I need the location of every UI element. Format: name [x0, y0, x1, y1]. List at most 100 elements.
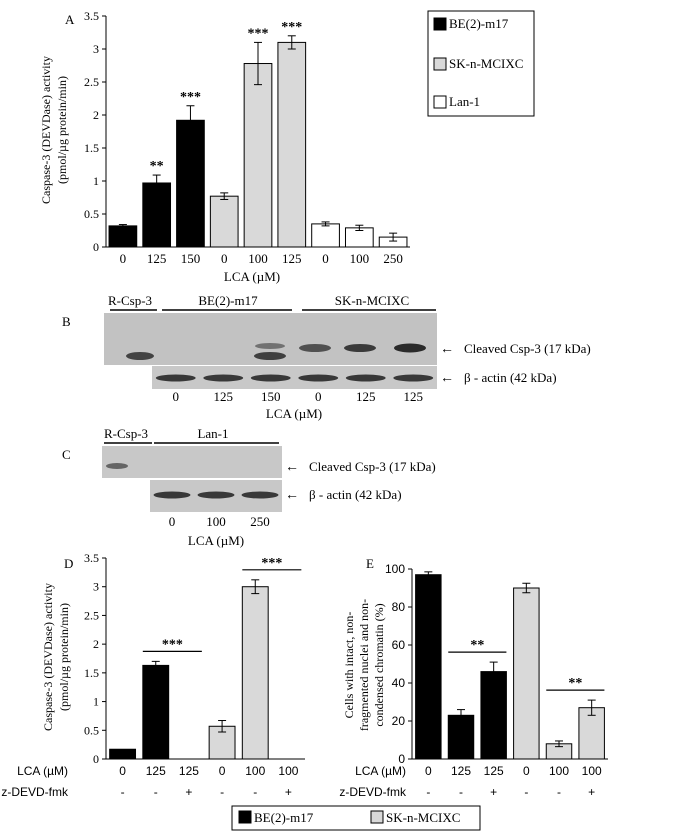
- y-tick-label: 3: [93, 42, 99, 56]
- x-tick-label: 125: [451, 764, 471, 778]
- x-tick-label: 0: [523, 764, 530, 778]
- actin-band: [153, 491, 191, 499]
- panel-d: D Caspase-3 (DEVDase) activity (pmol/µg …: [1, 551, 305, 799]
- panel-d-ylabel-2: (pmol/µg protein/min): [57, 603, 71, 711]
- x-tick-label: 0: [120, 251, 127, 266]
- lane-label: 125: [214, 389, 234, 404]
- panel-e: E Cells with intact, non- fragmented nuc…: [339, 556, 608, 799]
- y-tick-label: 0.5: [84, 723, 99, 737]
- significance-marker: **: [568, 676, 582, 691]
- x-tick-label: 0: [219, 764, 226, 778]
- zdevd-label: -: [524, 785, 528, 799]
- blot-b-band2-label: β - actin (42 kDa): [464, 370, 557, 385]
- x-tick-label: 125: [282, 251, 302, 266]
- y-tick-label: 2: [93, 108, 99, 122]
- legend-label-be2m17: BE(2)-m17: [449, 16, 509, 31]
- blot-c-membrane-csp3: [102, 446, 282, 478]
- x-tick-label: 0: [425, 764, 432, 778]
- y-tick-label: 0: [93, 752, 99, 766]
- actin-band: [298, 374, 339, 382]
- blot-b-band-lane3b: [255, 343, 285, 349]
- bar: [142, 182, 172, 248]
- zdevd-label: -: [459, 785, 463, 799]
- zdevd-label: -: [426, 785, 430, 799]
- legend-label-lan1: Lan-1: [449, 94, 480, 109]
- x-tick-label: 100: [245, 764, 265, 778]
- zdevd-label: -: [253, 785, 257, 799]
- lane-label: 0: [169, 514, 176, 529]
- panel-e-row-lca: LCA (µM): [355, 764, 406, 778]
- bar: [480, 671, 507, 760]
- panel-e-ylabel-3: condensed chromatin (%): [372, 603, 386, 726]
- blot-b-label-be2: BE(2)-m17: [198, 293, 258, 308]
- panel-a-ylabel-1: Caspase-3 (DEVDase) activity: [39, 56, 53, 204]
- y-tick-label: 2: [93, 637, 99, 651]
- y-tick-label: 20: [392, 714, 406, 728]
- x-tick-label: 100: [278, 764, 298, 778]
- panel-e-letter: E: [366, 556, 374, 571]
- panel-c: C R-Csp-3 Lan-1 Cleaved Csp-3 (17 kDa) ←…: [62, 426, 436, 548]
- bar: [176, 119, 205, 248]
- arrow-icon: ←: [440, 371, 454, 386]
- y-tick-label: 2.5: [84, 608, 99, 622]
- bottom-legend-swatch-skn: [370, 810, 384, 824]
- significance-marker: ***: [281, 20, 302, 35]
- y-tick-label: 0.5: [84, 207, 99, 221]
- significance-marker: ***: [162, 637, 183, 652]
- bar: [209, 195, 239, 248]
- panel-d-letter: D: [64, 556, 73, 571]
- y-tick-label: 40: [392, 676, 406, 690]
- bar: [415, 574, 442, 760]
- blot-b-band-rcsp3: [126, 352, 154, 360]
- legend-swatch-skn: [433, 57, 447, 71]
- lane-label: 0: [173, 389, 180, 404]
- y-tick-label: 1.5: [84, 666, 99, 680]
- x-tick-label: 100: [549, 764, 569, 778]
- bar: [109, 748, 137, 760]
- bottom-legend: BE(2)-m17 SK-n-MCIXC: [231, 805, 481, 831]
- bar: [108, 225, 138, 248]
- panel-b: B R-Csp-3 BE(2)-m17 SK-n-MCIXC Cleaved C…: [62, 293, 591, 421]
- bar: [311, 223, 340, 248]
- x-tick-label: 125: [146, 764, 166, 778]
- y-tick-label: 1.5: [84, 141, 99, 155]
- x-tick-label: 0: [119, 764, 126, 778]
- actin-band: [197, 491, 235, 499]
- legend-label-skn: SK-n-MCIXC: [449, 56, 523, 71]
- panel-a-ylabel-2: (pmol/µg protein/min): [55, 76, 69, 184]
- y-tick-label: 3.5: [84, 9, 99, 23]
- blot-c-label-rcsp3: R-Csp-3: [104, 426, 148, 441]
- lane-label: 150: [261, 389, 281, 404]
- y-tick-label: 0: [93, 240, 99, 254]
- panel-c-letter: C: [62, 447, 71, 462]
- x-tick-label: 125: [484, 764, 504, 778]
- panel-a-letter: A: [65, 12, 75, 27]
- bottom-legend-swatch-be2: [238, 810, 252, 824]
- bar: [447, 714, 475, 760]
- actin-band: [241, 491, 279, 499]
- blot-b-label-skn: SK-n-MCIXC: [335, 293, 409, 308]
- x-tick-label: 100: [350, 251, 370, 266]
- bar: [142, 664, 170, 760]
- zdevd-label: +: [588, 785, 595, 799]
- panel-e-ylabel-1: Cells with intact, non-: [342, 612, 356, 719]
- significance-marker: ***: [248, 26, 269, 41]
- lane-label: 125: [356, 389, 376, 404]
- zdevd-label: +: [185, 785, 192, 799]
- y-tick-label: 2.5: [84, 75, 99, 89]
- blot-b-band-lane4: [299, 344, 331, 352]
- blot-b-band1-label: Cleaved Csp-3 (17 kDa): [464, 341, 591, 356]
- x-tick-label: 100: [248, 251, 268, 266]
- x-tick-label: 0: [221, 251, 228, 266]
- zdevd-label: -: [154, 785, 158, 799]
- panel-d-row-zdevd: z-DEVD-fmk: [1, 785, 69, 799]
- significance-marker: ***: [180, 90, 201, 105]
- blot-b-band-lane6: [394, 343, 426, 353]
- zdevd-label: +: [285, 785, 292, 799]
- panel-a: A Caspase-3 (DEVDase) activity (pmol/µg …: [39, 9, 535, 284]
- y-tick-label: 60: [392, 638, 406, 652]
- significance-marker: **: [470, 638, 484, 653]
- legend-swatch-lan1: [433, 95, 447, 109]
- bar: [277, 41, 307, 248]
- bottom-legend-box: [231, 805, 481, 831]
